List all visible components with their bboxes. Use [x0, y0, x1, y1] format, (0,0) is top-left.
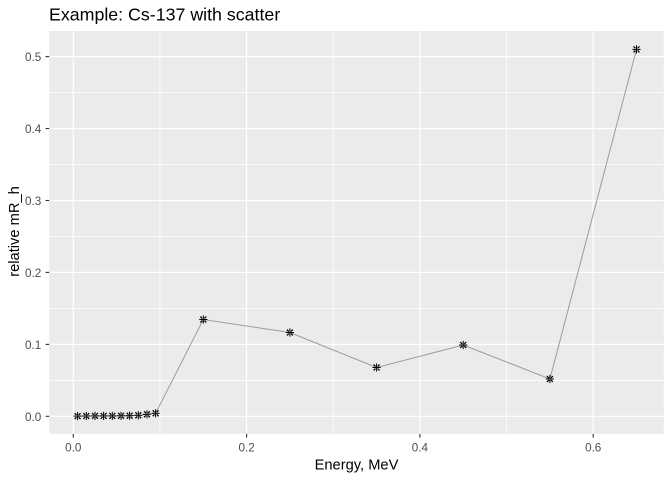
- svg-text:0.3: 0.3: [25, 195, 41, 208]
- svg-text:Energy, MeV: Energy, MeV: [315, 458, 399, 474]
- svg-text:0.6: 0.6: [585, 442, 601, 455]
- svg-text:0.5: 0.5: [25, 51, 42, 64]
- svg-text:Example: Cs-137 with scatter: Example: Cs-137 with scatter: [49, 5, 280, 25]
- svg-text:0.0: 0.0: [65, 442, 82, 455]
- svg-text:0.0: 0.0: [25, 411, 42, 424]
- svg-text:relative mR_h: relative mR_h: [7, 186, 23, 277]
- svg-text:0.4: 0.4: [25, 123, 42, 136]
- svg-text:0.2: 0.2: [25, 267, 41, 280]
- svg-text:0.4: 0.4: [412, 442, 429, 455]
- svg-text:0.1: 0.1: [25, 339, 41, 352]
- svg-text:0.2: 0.2: [238, 442, 254, 455]
